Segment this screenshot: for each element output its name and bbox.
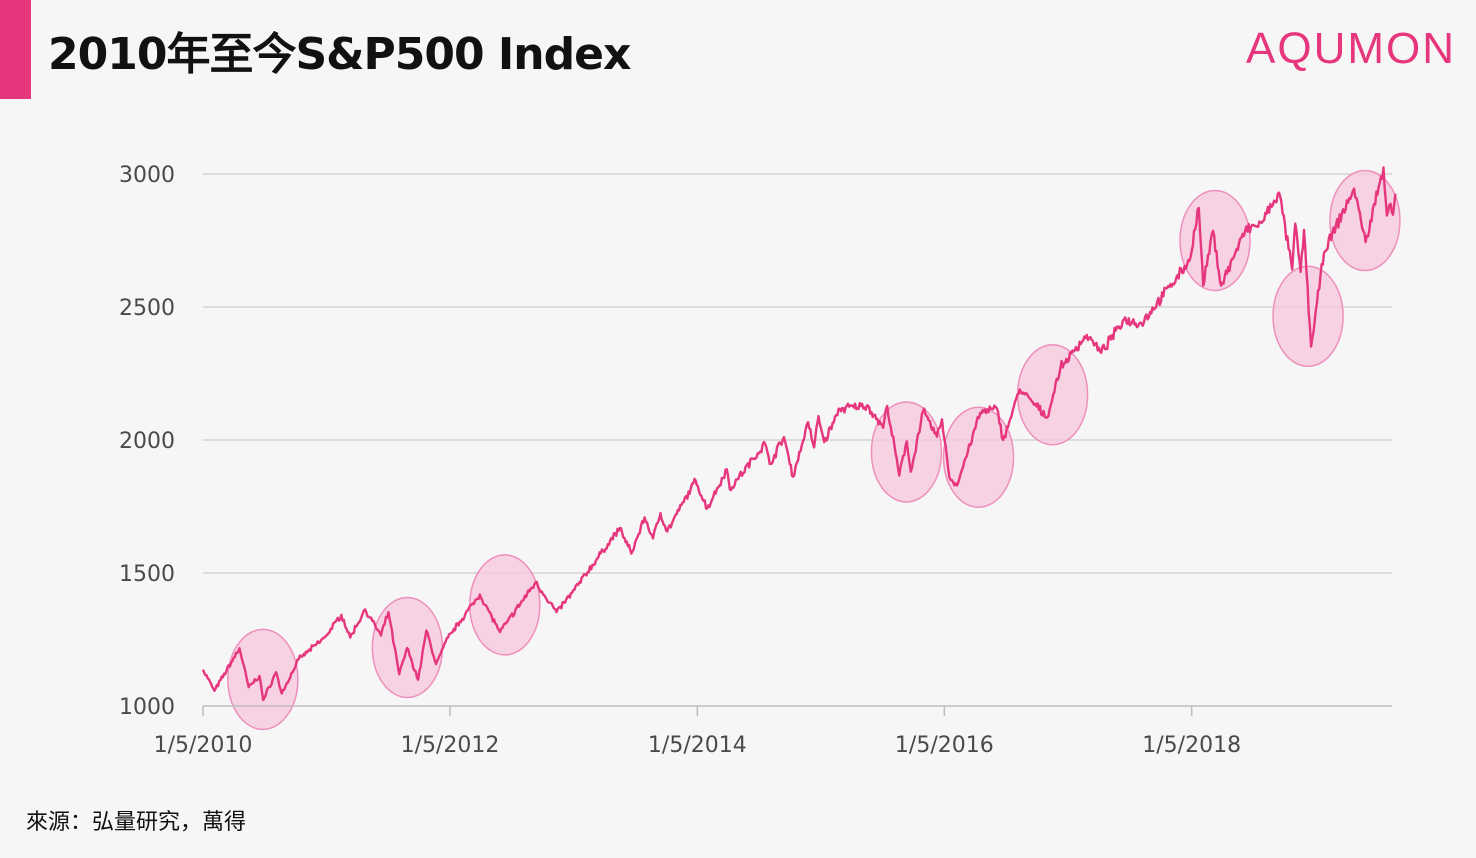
title-accent-bar: [0, 0, 31, 99]
chart-series: [201, 166, 1397, 702]
x-tick-label: 1/5/2016: [895, 733, 994, 758]
x-tick-label: 1/5/2014: [648, 733, 747, 758]
y-tick-label: 1000: [119, 695, 175, 720]
highlight-ellipse: [870, 401, 943, 503]
y-tick-label: 2500: [119, 296, 175, 321]
highlight-ellipse: [1329, 169, 1401, 272]
sp500-line: [201, 166, 1397, 702]
y-tick-label: 1500: [119, 562, 175, 587]
page-title: 2010年至今S&P500 Index: [48, 29, 631, 80]
brand-logo: AQUMON: [1246, 24, 1456, 73]
chart-highlights: [227, 169, 1401, 731]
source-note: 來源：弘量研究，萬得: [26, 810, 247, 835]
x-tick-label: 1/5/2018: [1142, 733, 1241, 758]
chart-grid: [203, 173, 1392, 574]
highlight-ellipse: [942, 406, 1015, 509]
highlight-ellipse: [469, 554, 541, 656]
x-tick-label: 1/5/2012: [401, 733, 500, 758]
x-tick-label: 1/5/2010: [154, 733, 253, 758]
y-tick-label: 3000: [119, 163, 175, 188]
chart-axis: 1000 1500 2000 2500 3000 1/5/2010 1/5/2012 1/5/…: [119, 163, 1392, 758]
y-tick-label: 2000: [119, 429, 175, 454]
highlight-ellipse: [227, 628, 299, 731]
